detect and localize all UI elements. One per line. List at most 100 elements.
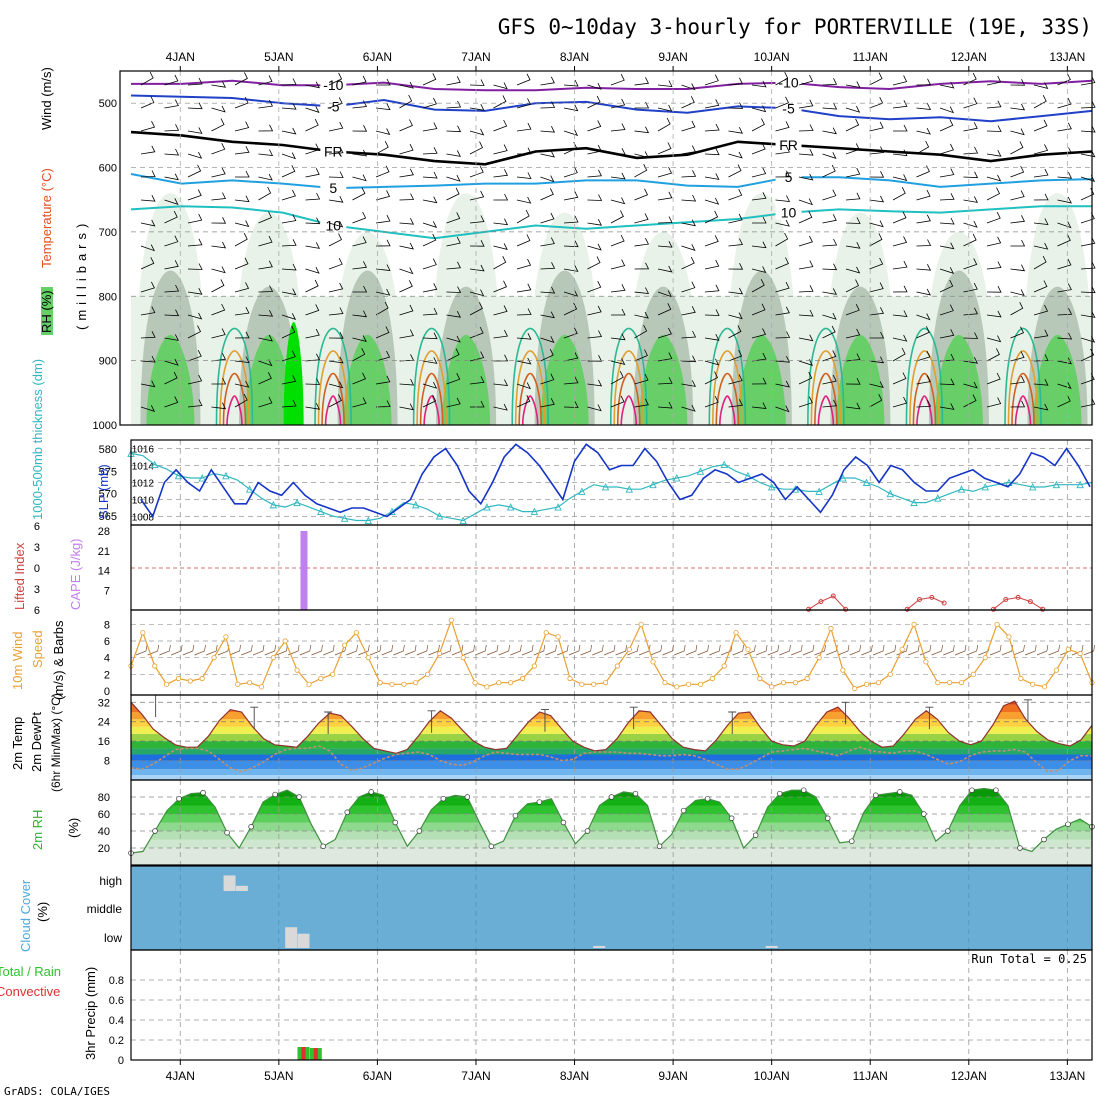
wind-barb — [681, 355, 697, 363]
wind-barb — [893, 124, 908, 132]
precip-tick-label: 0.2 — [109, 1035, 124, 1047]
wind-barb — [751, 118, 765, 132]
wind-barb — [164, 284, 180, 293]
wind-barb — [916, 214, 931, 224]
wind-barb — [328, 220, 344, 228]
surface-barb — [498, 644, 511, 656]
bottom-date-label: 7JAN — [461, 1069, 490, 1083]
wind-barb — [305, 242, 321, 249]
surface-barb — [1013, 644, 1025, 656]
slp-axis: 1016 1014 1012 1010 1008 — [131, 440, 1092, 525]
wind-barb — [446, 236, 461, 247]
surface-barb — [346, 644, 358, 656]
wind-barb — [187, 151, 203, 159]
upper-ylabel-temperature: Temperature (°C) — [39, 168, 54, 268]
bottom-date-label: 13JAN — [1049, 1069, 1085, 1083]
wind-barb — [634, 262, 650, 270]
surface-barb — [521, 644, 534, 656]
wind-barb — [540, 175, 555, 183]
wind-barb — [610, 371, 624, 385]
wind-barb — [916, 264, 932, 271]
wind-speed-marker — [270, 655, 276, 661]
wind-barb — [963, 122, 978, 132]
wind-barb — [822, 102, 838, 110]
wind-speed-marker — [223, 634, 229, 640]
wind-barb — [845, 266, 861, 274]
wind-barb — [493, 169, 509, 178]
lifted-index-tick-label: 3 — [34, 584, 40, 596]
low-level-contour — [215, 327, 254, 426]
wind-barb — [375, 190, 391, 201]
wind-barb — [751, 266, 767, 273]
thickness-tick-label: 565 — [99, 511, 117, 523]
thickness-marker — [530, 507, 539, 516]
wind-barb — [516, 382, 531, 390]
isotherm-line — [130, 173, 1093, 190]
wind-barb — [1033, 329, 1049, 339]
wind-barb — [681, 83, 696, 91]
wind-barb — [869, 331, 885, 339]
wind-barb — [963, 72, 977, 86]
wind-barb — [704, 284, 720, 293]
wind-barb — [704, 123, 720, 132]
wind-barb — [892, 174, 908, 181]
pressure-axis: 500 600 700 800 900 1000 — [93, 71, 1092, 432]
pressure-tick-label: 600 — [99, 163, 117, 175]
slp-tick-label: 1012 — [132, 479, 155, 490]
wind-speed-marker — [413, 680, 419, 686]
surface-barb — [147, 644, 160, 656]
wind-barb — [375, 400, 391, 408]
rh2m-marker — [536, 799, 543, 805]
wind-barb — [258, 173, 273, 181]
wind-barb — [352, 285, 368, 293]
wind-barb — [986, 212, 1001, 224]
cape-axis: 28 21 14 7 — [98, 525, 1092, 610]
wind-barb — [493, 329, 509, 339]
wind-barb — [869, 171, 885, 178]
wind-barb — [892, 100, 908, 109]
isotherm-label: 5 — [329, 180, 337, 196]
wind-barb — [681, 256, 695, 270]
upper-ylabel-millibars: (millibars) — [74, 219, 89, 330]
wind-barb — [963, 220, 978, 228]
lifted-index-marker — [806, 606, 812, 612]
wind-barb — [140, 96, 155, 109]
wind-barb — [516, 98, 532, 109]
wind-barb — [963, 357, 979, 364]
thickness-marker — [862, 478, 871, 486]
wind-barb — [305, 192, 321, 201]
max-temperature-marker — [629, 706, 638, 730]
wind-barb — [798, 359, 814, 366]
thickness-marker — [910, 498, 918, 507]
wind-speed-marker — [401, 681, 407, 687]
top-date-label: 4JAN — [166, 50, 195, 64]
surface-barb — [674, 644, 686, 656]
wind-barb — [234, 257, 249, 270]
temperature-band — [131, 754, 1092, 761]
wind-barb — [892, 372, 907, 385]
wind-barb — [751, 241, 767, 249]
top-date-label: 9JAN — [658, 50, 687, 64]
surface-barb — [872, 644, 885, 656]
wind-barb — [234, 72, 248, 86]
isotherm-label: 10 — [326, 217, 342, 233]
wind-barb — [845, 402, 861, 410]
wind-speed-marker — [626, 646, 632, 652]
lifted-index-marker — [1027, 599, 1033, 605]
wind-speed-marker — [769, 684, 775, 690]
wind-barb — [305, 403, 321, 410]
wind-speed-marker — [448, 617, 454, 623]
wind-barb — [375, 264, 391, 271]
low-level-contour — [916, 395, 933, 426]
wind-barb — [540, 262, 556, 270]
wind-speed-marker — [982, 655, 988, 661]
rh2m-marker — [728, 815, 735, 821]
isotherm-label: FR — [324, 143, 343, 159]
wind-barb — [798, 74, 814, 86]
wind-barb — [422, 357, 438, 364]
wind-barb — [634, 126, 650, 134]
wind-barb — [446, 373, 461, 385]
wind-barb — [399, 81, 414, 89]
wind-barb — [399, 329, 414, 339]
surface-barb — [311, 644, 323, 656]
